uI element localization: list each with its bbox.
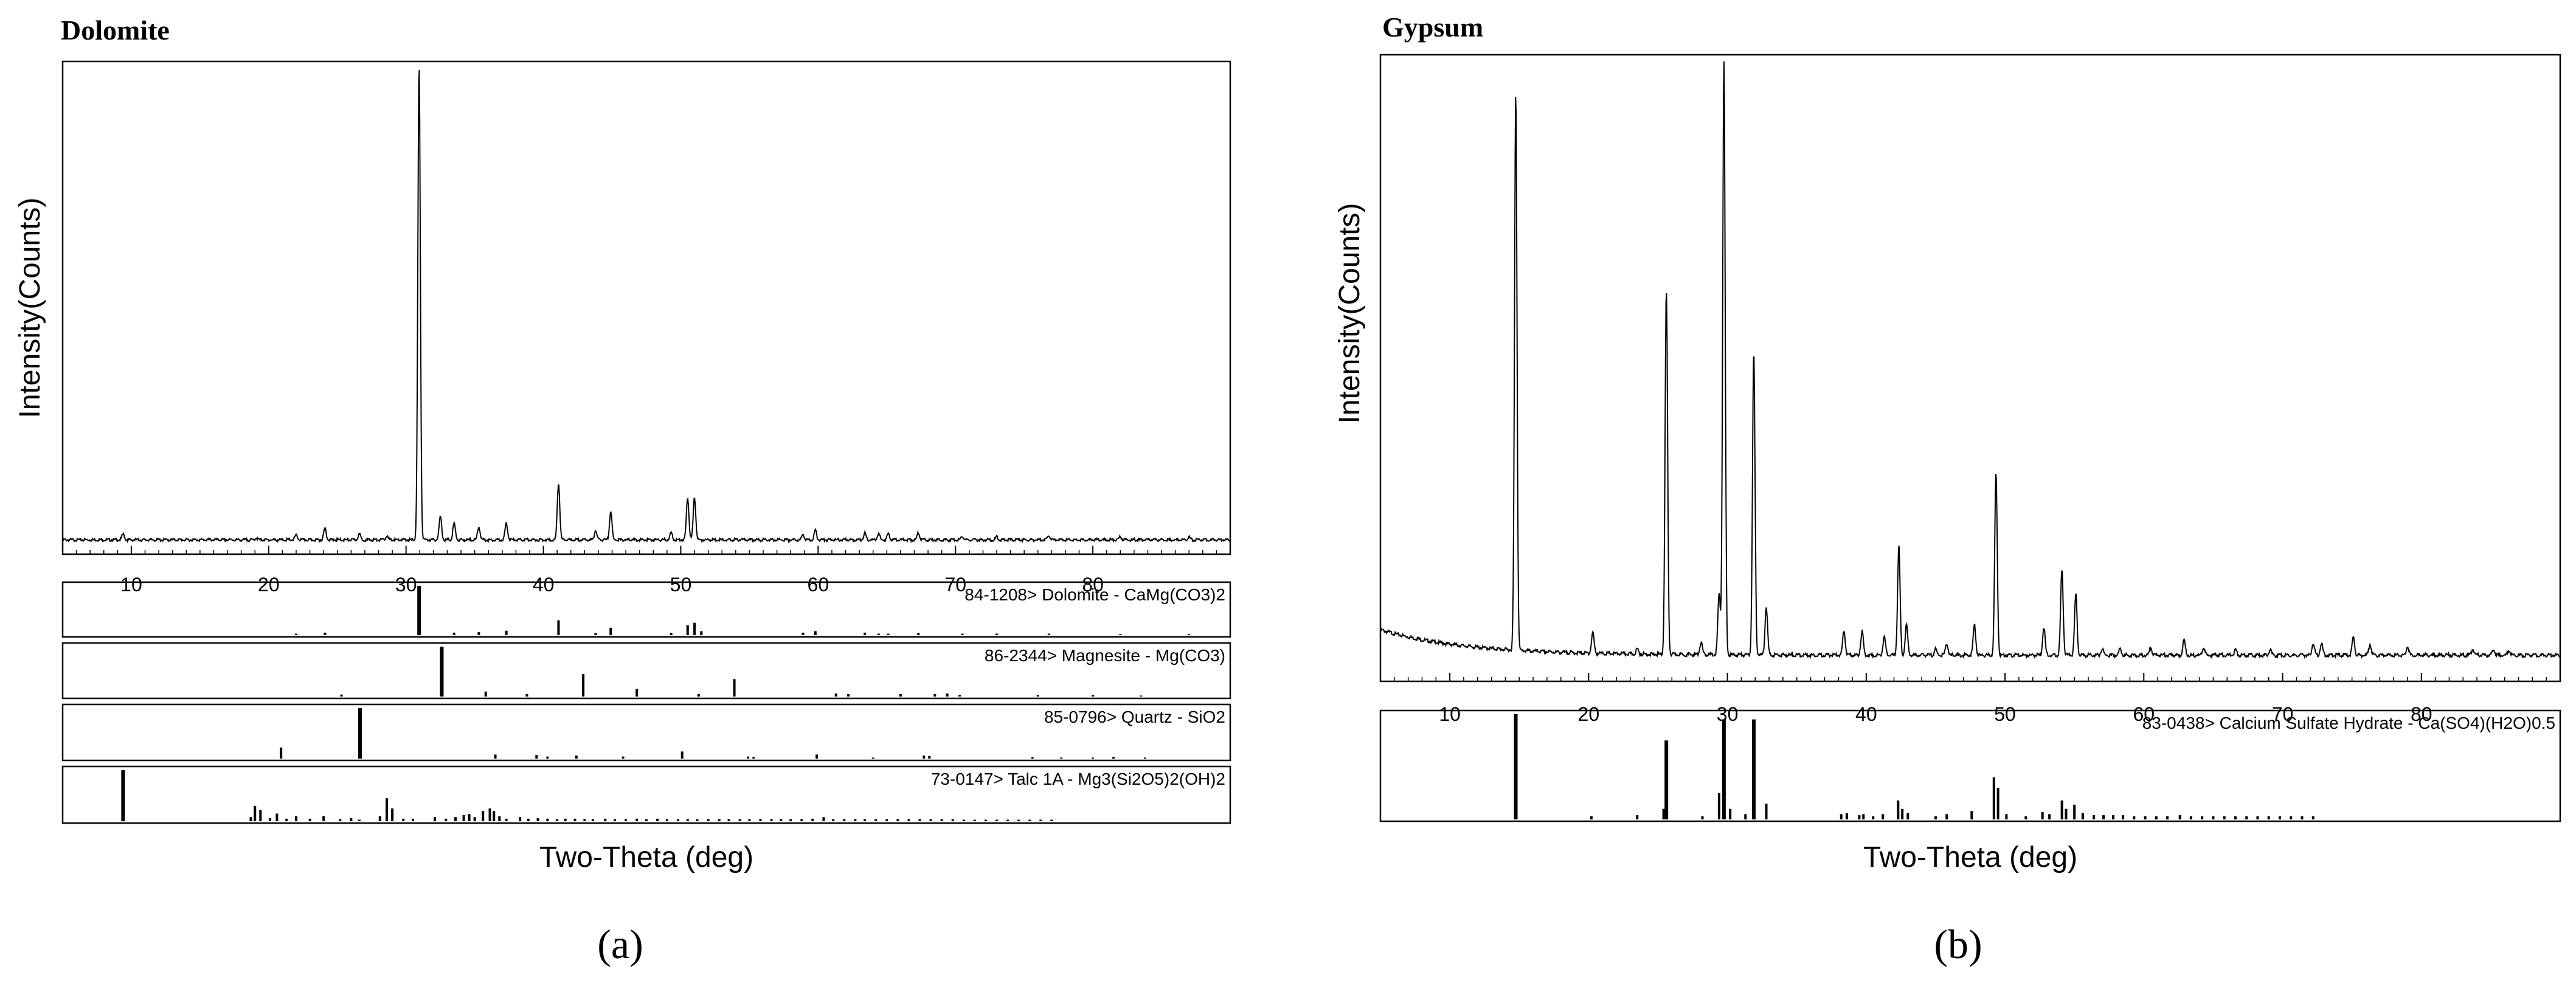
x-tick-label: 10: [1439, 703, 1461, 725]
reference-pattern: 84-1208> Dolomite - CaMg(CO3)2: [61, 581, 1231, 638]
pattern-line: [62, 70, 1231, 544]
pattern-line: [1380, 61, 2561, 659]
x-tick-label: 20: [1578, 703, 1600, 725]
x-tick-label: 70: [2272, 703, 2294, 725]
plot-frame: [1379, 54, 2561, 683]
x-tick-label: 40: [533, 574, 555, 596]
x-tick-label: 70: [944, 574, 966, 596]
x-tick-label: 80: [1082, 574, 1104, 596]
x-tick-label: 60: [808, 574, 829, 596]
reference-frame: [1379, 709, 2561, 822]
reference-pattern: 73-0147> Talc 1A - Mg3(Si2O5)2(OH)2: [61, 765, 1231, 824]
x-tick-label: 50: [670, 574, 692, 596]
x-axis-label: Two-Theta (deg): [539, 841, 753, 874]
y-axis-label: Intensity(Counts): [14, 198, 46, 419]
panel-caption: (a): [597, 921, 643, 967]
x-tick-label: 30: [1717, 703, 1739, 725]
panel-title: Dolomite: [61, 15, 170, 46]
panel-b: Gypsum Intensity(Counts) 10 20 30 40 50 60 70 808…: [1334, 12, 2561, 967]
x-tick-label: 80: [2411, 703, 2432, 725]
reference-label: 86-2344> Magnesite - Mg(CO3): [985, 646, 1225, 665]
x-axis-label: Two-Theta (deg): [1863, 841, 2077, 874]
y-axis-label: Intensity(Counts): [1334, 203, 1366, 424]
reference-frame: [61, 581, 1231, 638]
x-tick-label: 50: [1994, 703, 2016, 725]
reference-label: 85-0796> Quartz - SiO2: [1044, 707, 1225, 726]
panel-title: Gypsum: [1382, 12, 1483, 43]
reference-label: 73-0147> Talc 1A - Mg3(Si2O5)2(OH)2: [931, 770, 1225, 788]
x-tick-label: 60: [2133, 703, 2155, 725]
x-tick-label: 30: [395, 574, 417, 596]
reference-pattern: 83-0438> Calcium Sulfate Hydrate - Ca(SO…: [1379, 709, 2561, 822]
reference-frame: [61, 642, 1231, 700]
reference-frame: [61, 703, 1231, 762]
x-tick-label: 20: [258, 574, 280, 596]
reference-label: 84-1208> Dolomite - CaMg(CO3)2: [964, 585, 1225, 604]
x-tick-label: 40: [1855, 703, 1877, 725]
reference-label: 83-0438> Calcium Sulfate Hydrate - Ca(SO…: [2142, 714, 2555, 732]
reference-frame: [61, 765, 1231, 824]
x-tick-label: 10: [120, 574, 142, 596]
plot-frame: [61, 60, 1231, 555]
reference-pattern: 86-2344> Magnesite - Mg(CO3): [61, 642, 1231, 700]
reference-pattern: 85-0796> Quartz - SiO2: [61, 703, 1231, 762]
panel-caption: (b): [1934, 921, 1982, 967]
